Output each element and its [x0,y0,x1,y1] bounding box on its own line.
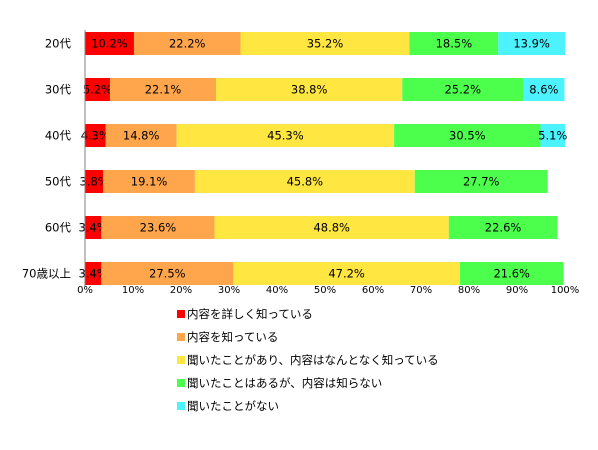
legend: 内容を詳しく知っている内容を知っている聞いたことがあり、内容はなんとなく知ってい… [177,307,439,413]
legend-swatch [177,379,185,387]
x-tick-label: 100% [551,285,580,296]
bar-segment [498,32,565,55]
data-label: 35.2% [307,37,344,51]
x-tick-label: 90% [506,285,528,296]
bar-segment [101,262,234,285]
bar-segment [85,216,102,239]
legend-swatch [177,402,185,410]
legend-label: 内容を知っている [187,330,278,344]
legend-swatch [177,310,185,318]
x-tick-label: 50% [314,285,336,296]
data-label: 22.1% [145,83,182,97]
data-label: 47.2% [328,267,365,281]
data-label: 8.6% [529,83,558,97]
data-label: 45.8% [287,175,324,189]
bar-segment [540,124,565,147]
data-label: 5.1% [538,129,567,143]
bar-segment [194,170,415,193]
bar-segment [409,32,499,55]
bar-segment [85,32,134,55]
data-label: 3.4% [79,221,108,235]
bar-segment [402,78,524,101]
bar-segment [523,78,565,101]
x-tick-label: 30% [218,285,240,296]
category-label: 50代 [45,175,72,189]
bars-layer: 10.2% 22.2% 35.2% 18.5% 13.9% 5.2% 22.1% 38.8% 2… [79,32,567,285]
bar-segment [240,32,410,55]
x-tick-label: 40% [266,285,288,296]
bar-segment [101,216,215,239]
legend-label: 聞いたことがあり、内容はなんとなく知っている [187,353,439,367]
x-tick-label: 60% [362,285,384,296]
legend-label: 内容を詳しく知っている [187,307,313,321]
data-label: 22.2% [169,37,206,51]
data-label: 18.5% [436,37,473,51]
bar-segment [414,170,548,193]
x-tick-label: 20% [170,285,192,296]
data-label: 38.8% [291,83,328,97]
data-label: 3.4% [79,267,108,281]
bar-segment [85,124,106,147]
legend-swatch [177,356,185,364]
data-label: 27.7% [463,175,500,189]
category-label: 70歳以上 [22,267,71,281]
data-label: 22.6% [485,221,522,235]
bar-segment [176,124,395,147]
legend-label: 聞いたことはあるが、内容は知らない [187,376,382,390]
bar-segment [133,32,241,55]
category-label: 40代 [45,129,72,143]
data-label: 13.9% [513,37,550,51]
legend-swatch [177,333,185,341]
bar-segment [105,124,177,147]
bar-segment [214,216,449,239]
x-tick-label: 0% [77,285,93,296]
data-label: 48.8% [313,221,350,235]
data-label: 27.5% [149,267,186,281]
data-label: 45.3% [267,129,304,143]
bar-segment [85,78,110,101]
x-axis: 0% 10% 20% 30% 40% 50% 60% 70% 80% 90% 100% [77,285,579,296]
bar-segment [103,170,195,193]
category-label: 60代 [45,221,72,235]
category-label: 30代 [45,83,72,97]
bar-segment [85,262,102,285]
bar-segment [85,170,104,193]
bar-segment [459,262,564,285]
data-label: 23.6% [140,221,177,235]
data-label: 3.8% [80,175,109,189]
data-label: 14.8% [123,129,160,143]
bar-segment [448,216,558,239]
x-tick-label: 70% [410,285,432,296]
category-label: 20代 [45,37,72,51]
data-label: 10.2% [91,37,128,51]
bar-segment [216,78,403,101]
bar-segment [394,124,541,147]
data-label: 5.2% [83,83,112,97]
data-label: 4.3% [81,129,110,143]
bar-segment [233,262,460,285]
bar-segment [109,78,217,101]
x-tick-label: 10% [122,285,144,296]
x-tick-label: 80% [458,285,480,296]
data-label: 19.1% [131,175,168,189]
data-label: 25.2% [444,83,481,97]
data-label: 21.6% [493,267,530,281]
legend-label: 聞いたことがない [187,399,279,413]
y-axis: 20代 30代 40代 50代 60代 70歳以上 [22,30,86,287]
data-label: 30.5% [449,129,486,143]
